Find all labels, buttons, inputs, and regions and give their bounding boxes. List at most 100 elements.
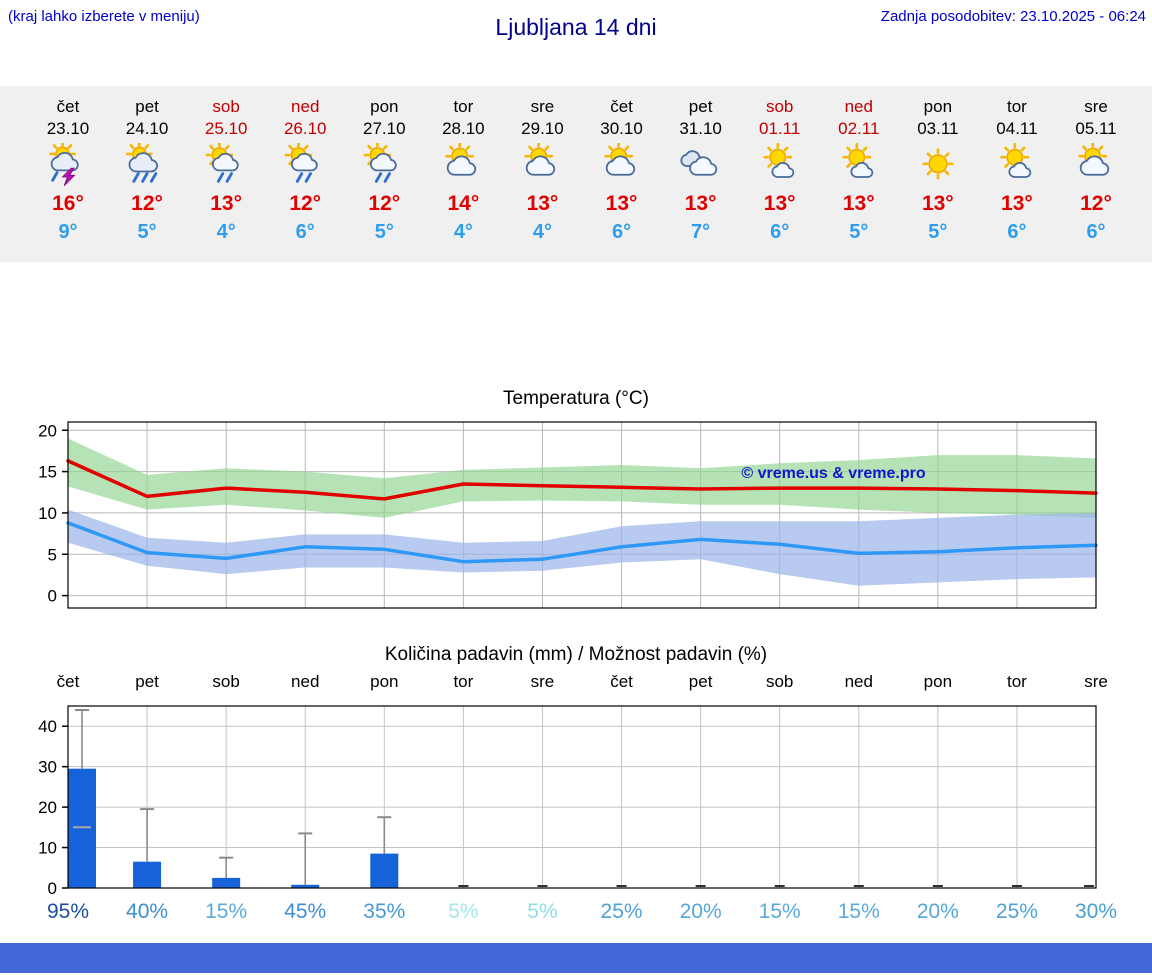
precip-day-label: sob — [765, 672, 794, 691]
forecast-day-column[interactable]: čet 30.10 13° 6° — [582, 96, 661, 246]
precip-day-label: pon — [923, 672, 953, 691]
svg-text:0: 0 — [48, 587, 57, 606]
precip-day-label: tor — [453, 672, 474, 691]
day-name: pet — [688, 97, 713, 116]
svg-text:40: 40 — [38, 717, 57, 736]
forecast-day-column[interactable]: pon 03.11 13° 5° — [898, 96, 977, 246]
thunder-shower-icon — [49, 143, 79, 187]
min-temp: 6° — [295, 220, 315, 243]
svg-text:20: 20 — [38, 421, 57, 440]
day-name: sre — [1084, 97, 1108, 116]
forecast-day-column[interactable]: pet 31.10 13° 7° — [661, 96, 740, 246]
precip-probability: 45% — [284, 900, 327, 923]
precip-day-label: sob — [212, 672, 240, 691]
svg-text:© vreme.us & vreme.pro: © vreme.us & vreme.pro — [741, 465, 926, 482]
svg-text:10: 10 — [38, 504, 57, 523]
precip-probability: 40% — [126, 900, 169, 923]
precip-probability: 95% — [46, 900, 90, 923]
min-temp: 4° — [216, 220, 236, 243]
min-temp: 5° — [849, 220, 869, 243]
day-date: 01.11 — [759, 119, 801, 139]
forecast-day-column[interactable]: tor 28.10 14° 4° — [424, 96, 503, 246]
day-name: tor — [453, 97, 474, 116]
day-date: 25.10 — [204, 119, 248, 139]
day-date: 28.10 — [442, 119, 485, 139]
forecast-day-column[interactable]: sre 05.11 12° 6° — [1057, 96, 1136, 246]
precip-probability: 5% — [527, 900, 558, 923]
precip-probability: 35% — [363, 900, 406, 923]
day-name: čet — [56, 97, 80, 116]
min-temp: 9° — [58, 220, 78, 243]
watermark-link[interactable]: © vreme.us & vreme.pro — [741, 465, 926, 482]
min-temp: 6° — [1007, 220, 1027, 243]
forecast-day-column[interactable]: sob 01.11 13° 6° — [740, 96, 819, 246]
precip-day-label: sre — [1084, 672, 1108, 691]
day-name: čet — [610, 97, 633, 116]
precip-day-label: sre — [530, 672, 555, 691]
min-temp: 5° — [137, 220, 157, 243]
location-menu-hint: (kraj lahko izberete v meniju) — [8, 8, 200, 25]
precip-probability: 15% — [837, 900, 880, 923]
day-date: 04.11 — [996, 119, 1038, 139]
day-date: 23.10 — [46, 119, 90, 139]
page-title: Ljubljana 14 dni — [495, 14, 657, 40]
forecast-day-column[interactable]: sob 25.10 13° 4° — [187, 96, 266, 246]
day-name: pon — [370, 97, 399, 116]
max-temp: 12° — [289, 192, 322, 216]
day-date: 30.10 — [600, 119, 643, 139]
day-date: 02.11 — [838, 119, 880, 139]
max-temp: 16° — [52, 192, 84, 216]
forecast-day-column[interactable]: pon 27.10 12° 5° — [345, 96, 424, 246]
max-temp: 14° — [447, 192, 480, 216]
day-name: sob — [212, 97, 240, 116]
day-name: pon — [923, 97, 953, 116]
day-name: tor — [1007, 97, 1027, 116]
precip-probability: 5% — [448, 900, 479, 923]
forecast-day-column[interactable]: tor 04.11 13° 6° — [977, 96, 1056, 246]
mostly-sunny-icon — [763, 143, 794, 179]
svg-text:10: 10 — [38, 839, 57, 858]
bottom-bar — [0, 943, 1152, 973]
precip-day-label-row: čet pet sob ned pon tor sre čet pet sob ned pon tor s… — [0, 672, 1152, 698]
precip-day-label: čet — [56, 672, 80, 691]
svg-text:15: 15 — [38, 463, 57, 482]
day-name: sre — [530, 97, 555, 116]
min-temp: 5° — [928, 220, 948, 243]
precip-day-label: ned — [291, 672, 320, 691]
max-temp: 13° — [763, 192, 796, 216]
forecast-day-column[interactable]: pet 24.10 12° 5° — [108, 96, 187, 246]
precip-probability-row: 95% 40% 15% 45% 35% 5% 5% 25% 20% 15% 15% 20% 25% 30% — [0, 900, 1152, 930]
forecast-strip: čet 23.10 16° 9° pet 24.10 12° 5° sob 25.10 13° 4° n… — [0, 86, 1152, 262]
sun-shower-icon — [284, 143, 318, 183]
sun-shower-icon — [363, 143, 397, 183]
precip-probability: 20% — [916, 900, 959, 923]
day-name: ned — [844, 97, 873, 116]
forecast-day-column[interactable]: sre 29.10 13° 4° — [503, 96, 582, 246]
svg-text:0: 0 — [48, 879, 57, 896]
max-temp: 13° — [921, 192, 954, 216]
partly-cloudy-icon — [524, 143, 556, 176]
min-temp: 7° — [691, 220, 711, 243]
forecast-day-column[interactable]: ned 02.11 13° 5° — [819, 96, 898, 246]
temperature-chart-title: Temperatura (°C) — [503, 388, 649, 409]
day-name: pet — [135, 97, 159, 116]
mostly-sunny-icon — [842, 143, 874, 179]
forecast-day-column[interactable]: ned 26.10 12° 6° — [266, 96, 345, 246]
mostly-sunny-icon — [1000, 143, 1032, 179]
svg-text:5: 5 — [48, 545, 57, 564]
forecast-day-column[interactable]: čet 23.10 16° 9° — [29, 96, 108, 246]
partly-cloudy-icon — [445, 143, 477, 176]
max-temp: 12° — [1080, 192, 1112, 216]
precip-day-label: tor — [1007, 672, 1027, 691]
precip-probability: 20% — [679, 900, 722, 923]
svg-text:30: 30 — [38, 758, 57, 777]
day-date: 27.10 — [363, 119, 406, 139]
precip-day-label: čet — [610, 672, 633, 691]
header: (kraj lahko izberete v meniju) Ljubljana… — [0, 0, 1152, 50]
day-date: 26.10 — [283, 119, 327, 139]
precip-probability: 15% — [205, 900, 248, 923]
day-date: 31.10 — [679, 119, 722, 139]
precip-day-label: pon — [370, 672, 399, 691]
day-name: ned — [291, 97, 320, 116]
max-temp: 12° — [131, 192, 163, 216]
